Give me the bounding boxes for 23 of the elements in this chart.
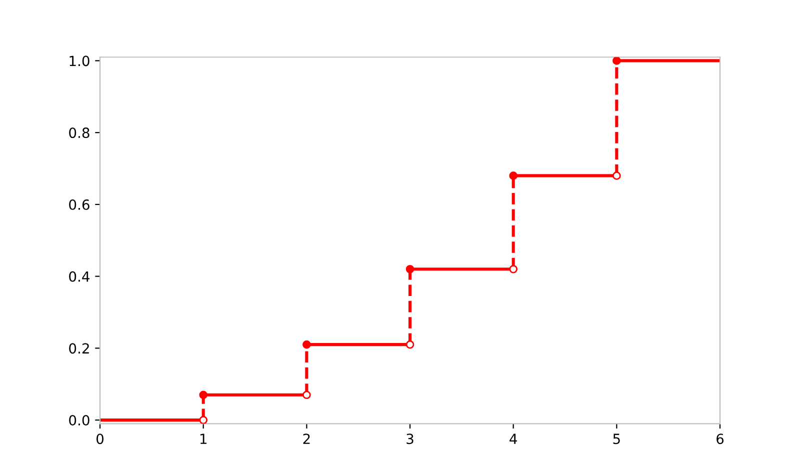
point <box>199 390 208 400</box>
point <box>302 340 311 349</box>
x-tick-label: 3 <box>406 434 414 444</box>
x-tick-label: 4 <box>510 434 517 444</box>
point <box>406 340 414 349</box>
point <box>509 264 518 274</box>
point <box>406 264 414 274</box>
y-tick-label: 0.4 <box>69 271 90 282</box>
y-tick-label: 0.8 <box>69 128 90 138</box>
x-tick-label: 2 <box>303 434 310 444</box>
point <box>509 172 518 180</box>
x-tick-label: 5 <box>613 434 620 444</box>
point <box>199 416 208 424</box>
x-tick-label: 0 <box>96 434 104 444</box>
y-tick-label: 1.0 <box>70 56 90 66</box>
y-tick-label: 0.2 <box>69 343 89 354</box>
y-tick-label: 0.0 <box>69 415 90 426</box>
point <box>612 172 621 180</box>
point <box>302 390 311 400</box>
x-tick-label: 1 <box>200 434 206 444</box>
x-tick-label: 6 <box>716 434 724 444</box>
y-tick-label: 0.6 <box>69 199 90 210</box>
point <box>612 57 621 65</box>
